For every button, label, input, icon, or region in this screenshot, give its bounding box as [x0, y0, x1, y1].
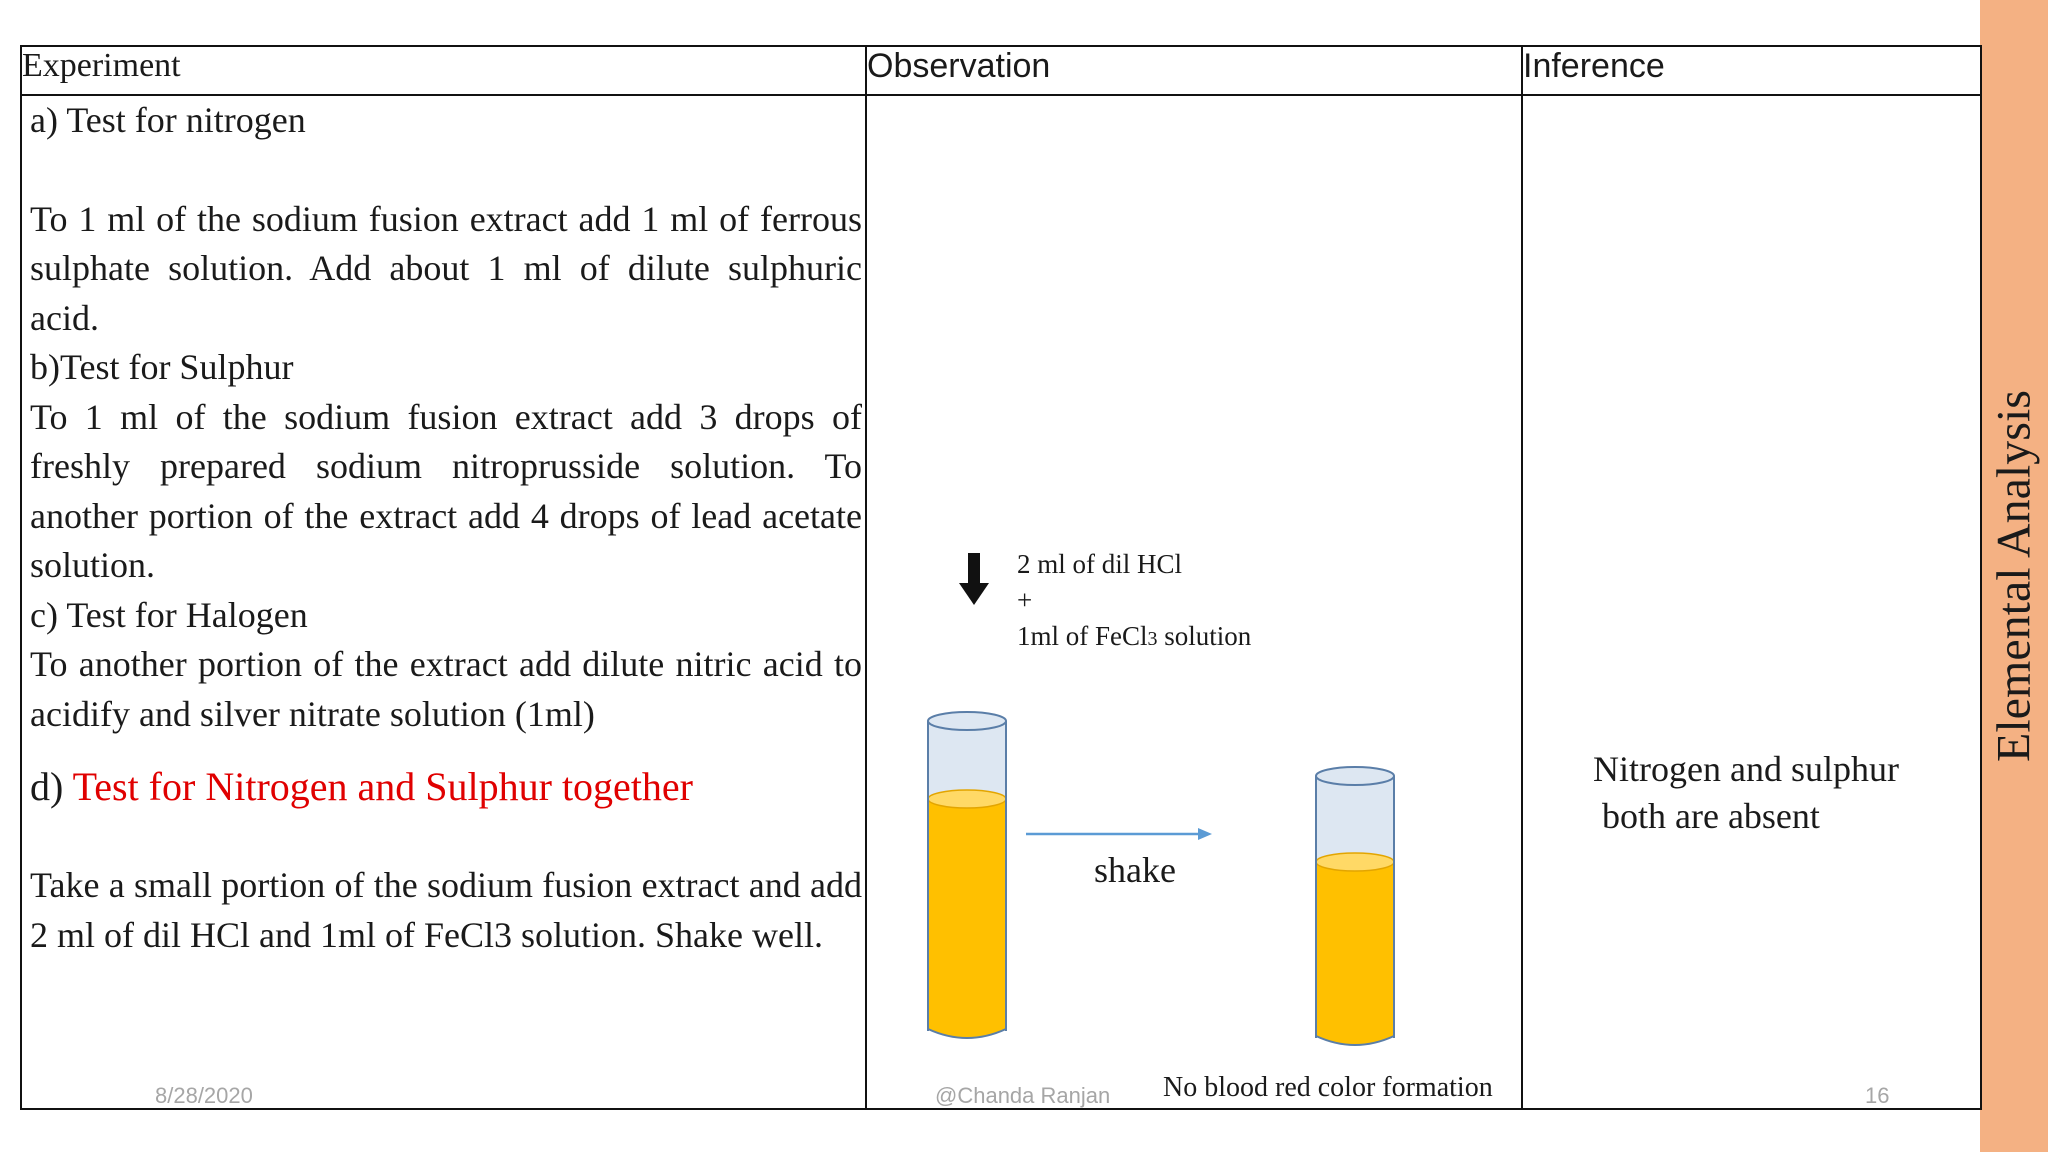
test-d-title: Test for Nitrogen and Sulphur together [72, 764, 693, 809]
side-band [1980, 0, 2048, 1152]
test-c-text: To another portion of the extract add di… [30, 644, 862, 734]
experiment-cell: a) Test for nitrogen To 1 ml of the sodi… [20, 94, 867, 1110]
inference-text: Nitrogen and sulphur both are absent [1593, 746, 1899, 840]
test-b-title: b)Test for Sulphur [30, 347, 294, 387]
experiment-text: a) Test for nitrogen To 1 ml of the sodi… [30, 96, 862, 960]
test-d-title-line: d) Test for Nitrogen and Sulphur togethe… [30, 761, 862, 813]
reagent-line-3: 1ml of FeCl3 solution [1017, 621, 1252, 651]
header-experiment: Experiment [20, 45, 867, 96]
table-header-row: Experiment Observation Inference [20, 45, 1982, 96]
side-title: Elemental Analysis [1987, 390, 2041, 762]
inference-line-2: both are absent [1593, 796, 1820, 836]
test-tube-after [1315, 766, 1395, 1046]
footer-author: @Chanda Ranjan [935, 1083, 1111, 1108]
observation-cell: 2 ml of dil HCl + 1ml of FeCl3 solution … [865, 94, 1523, 1110]
test-c-title: c) Test for Halogen [30, 594, 308, 635]
arrow-right-icon [1026, 828, 1212, 840]
reagent-line-1: 2 ml of dil HCl [1017, 549, 1183, 579]
test-d-text: Take a small portion of the sodium fusio… [30, 865, 862, 955]
test-tube-before [927, 711, 1007, 1039]
result-caption: No blood red color formation [1163, 1072, 1493, 1103]
reagent-line-2: + [1017, 585, 1033, 615]
shake-label: shake [1094, 850, 1176, 890]
reagent-note: 2 ml of dil HCl + 1ml of FeCl3 solution [1017, 546, 1251, 657]
footer-date: 8/28/2020 [155, 1083, 253, 1108]
inference-cell: Nitrogen and sulphur both are absent [1521, 94, 1982, 1110]
header-inference: Inference [1521, 45, 1982, 96]
test-a-title: a) Test for nitrogen [30, 100, 306, 140]
test-d-prefix: d) [30, 764, 73, 809]
inference-line-1: Nitrogen and sulphur [1593, 749, 1899, 789]
header-observation: Observation [865, 45, 1523, 96]
experiment-table: Experiment Observation Inference a) Test… [20, 45, 1982, 1110]
down-arrow-icon [959, 553, 989, 605]
test-b-text: To 1 ml of the sodium fusion extract add… [30, 396, 862, 586]
table-body-row: a) Test for nitrogen To 1 ml of the sodi… [20, 94, 1982, 1110]
test-a-text: To 1 ml of the sodium fusion extract add… [30, 198, 862, 338]
footer-page-number: 16 [1865, 1083, 1890, 1108]
